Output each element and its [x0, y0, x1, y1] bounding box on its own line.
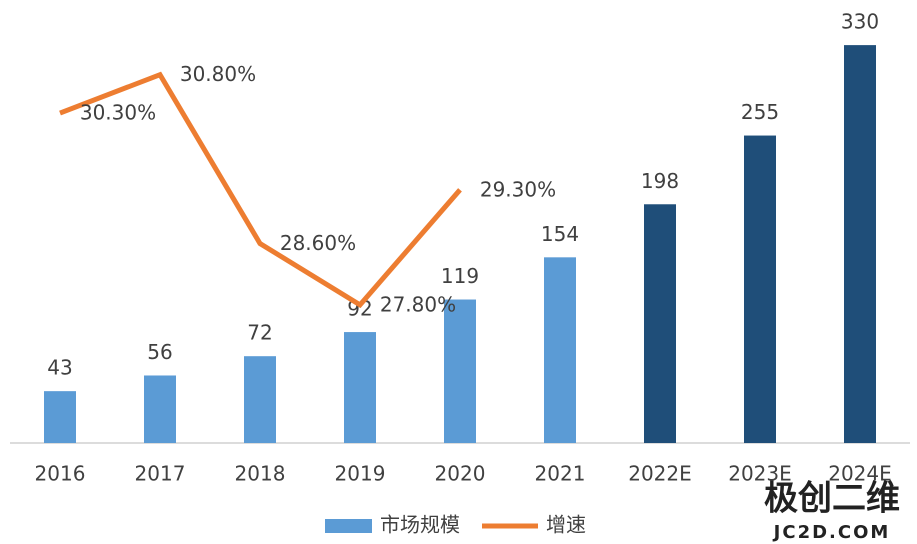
- bar: [144, 375, 176, 443]
- legend-label: 市场规模: [380, 513, 460, 537]
- data-label: 27.80%: [380, 292, 456, 316]
- data-label: 198: [641, 169, 679, 193]
- data-label: 255: [741, 100, 779, 124]
- data-label: 119: [441, 264, 479, 288]
- data-label: 28.60%: [280, 231, 356, 255]
- watermark: 极创二维: [764, 479, 900, 519]
- legend-label: 增速: [546, 513, 586, 537]
- x-tick-label: 2016: [35, 462, 86, 486]
- legend-swatch: [325, 519, 372, 533]
- bar: [44, 391, 76, 443]
- x-tick-label: 2019: [335, 462, 386, 486]
- data-label: 330: [841, 10, 879, 34]
- bar: [844, 45, 876, 443]
- bar: [444, 299, 476, 443]
- line: [59, 71, 462, 309]
- data-label: 43: [47, 356, 72, 380]
- data-label: 72: [247, 321, 272, 345]
- data-label: 56: [147, 340, 172, 364]
- data-label: 29.30%: [480, 177, 556, 201]
- x-tick-label: 2022E: [628, 462, 692, 486]
- bar: [644, 204, 676, 443]
- x-tick-label: 2023E: [728, 462, 792, 486]
- x-tick-label: 2018: [235, 462, 286, 486]
- bar: [344, 332, 376, 443]
- data-label: 30.30%: [80, 101, 156, 125]
- bar: [744, 135, 776, 444]
- data-label: 154: [541, 222, 579, 246]
- data-label: 30.80%: [180, 62, 256, 86]
- watermark: JC2D.COM: [772, 522, 891, 543]
- x-tick-label: 2017: [135, 462, 186, 486]
- x-tick-label: 2021: [535, 462, 586, 486]
- x-tick-label: 2024E: [828, 462, 892, 486]
- x-tick-label: 2020: [435, 462, 486, 486]
- bar: [544, 257, 576, 443]
- bar: [244, 356, 276, 443]
